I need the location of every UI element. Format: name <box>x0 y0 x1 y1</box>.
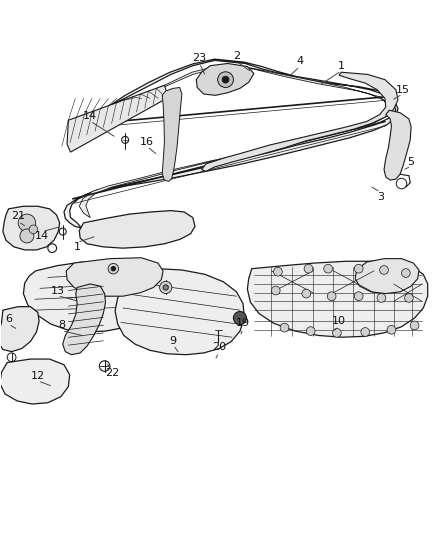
Text: 8: 8 <box>58 320 65 330</box>
Text: 21: 21 <box>11 211 25 221</box>
Polygon shape <box>196 63 254 95</box>
Text: 23: 23 <box>192 53 206 63</box>
Circle shape <box>272 286 280 295</box>
Text: 5: 5 <box>408 157 415 167</box>
Circle shape <box>354 264 363 273</box>
Text: 13: 13 <box>50 286 64 295</box>
Polygon shape <box>79 211 195 248</box>
Polygon shape <box>247 261 427 337</box>
Circle shape <box>405 294 413 302</box>
Circle shape <box>222 76 229 83</box>
Polygon shape <box>3 206 60 250</box>
Polygon shape <box>79 65 390 217</box>
Polygon shape <box>115 269 244 354</box>
Text: 12: 12 <box>31 370 45 381</box>
Text: 19: 19 <box>236 318 250 328</box>
Circle shape <box>111 266 116 271</box>
Text: 1: 1 <box>338 61 345 71</box>
Polygon shape <box>0 359 70 404</box>
Circle shape <box>218 72 233 87</box>
Circle shape <box>361 328 370 336</box>
Polygon shape <box>63 284 106 354</box>
Polygon shape <box>66 258 163 296</box>
Circle shape <box>332 328 341 337</box>
Circle shape <box>304 264 313 273</box>
Circle shape <box>280 323 289 332</box>
Text: 16: 16 <box>140 137 154 147</box>
Text: 1: 1 <box>74 242 81 252</box>
Circle shape <box>387 326 396 334</box>
Circle shape <box>377 294 386 302</box>
Circle shape <box>233 311 247 325</box>
Circle shape <box>18 214 35 231</box>
Circle shape <box>306 327 315 335</box>
Circle shape <box>274 268 283 276</box>
Polygon shape <box>64 59 398 228</box>
Circle shape <box>380 265 389 274</box>
Circle shape <box>159 281 172 294</box>
Polygon shape <box>67 85 166 152</box>
Text: 9: 9 <box>170 336 177 346</box>
Text: 14: 14 <box>35 231 49 241</box>
Text: 6: 6 <box>5 314 12 324</box>
Text: 10: 10 <box>332 316 346 326</box>
Text: 2: 2 <box>233 51 240 61</box>
Circle shape <box>410 321 419 330</box>
Polygon shape <box>162 87 182 181</box>
Polygon shape <box>355 259 419 294</box>
Circle shape <box>29 225 38 234</box>
Circle shape <box>354 292 363 301</box>
Circle shape <box>324 264 332 273</box>
Polygon shape <box>384 110 411 180</box>
Circle shape <box>108 263 119 274</box>
Polygon shape <box>23 261 166 332</box>
Text: 14: 14 <box>83 111 97 121</box>
Circle shape <box>163 285 168 290</box>
Text: 20: 20 <box>212 342 226 352</box>
Polygon shape <box>201 72 398 171</box>
Text: 22: 22 <box>105 368 119 378</box>
Text: 4: 4 <box>296 56 304 66</box>
Circle shape <box>302 289 311 298</box>
Polygon shape <box>0 306 39 352</box>
Circle shape <box>20 229 34 243</box>
Text: 15: 15 <box>396 85 410 95</box>
Circle shape <box>402 269 410 277</box>
Text: 3: 3 <box>377 192 384 201</box>
Circle shape <box>327 292 336 301</box>
